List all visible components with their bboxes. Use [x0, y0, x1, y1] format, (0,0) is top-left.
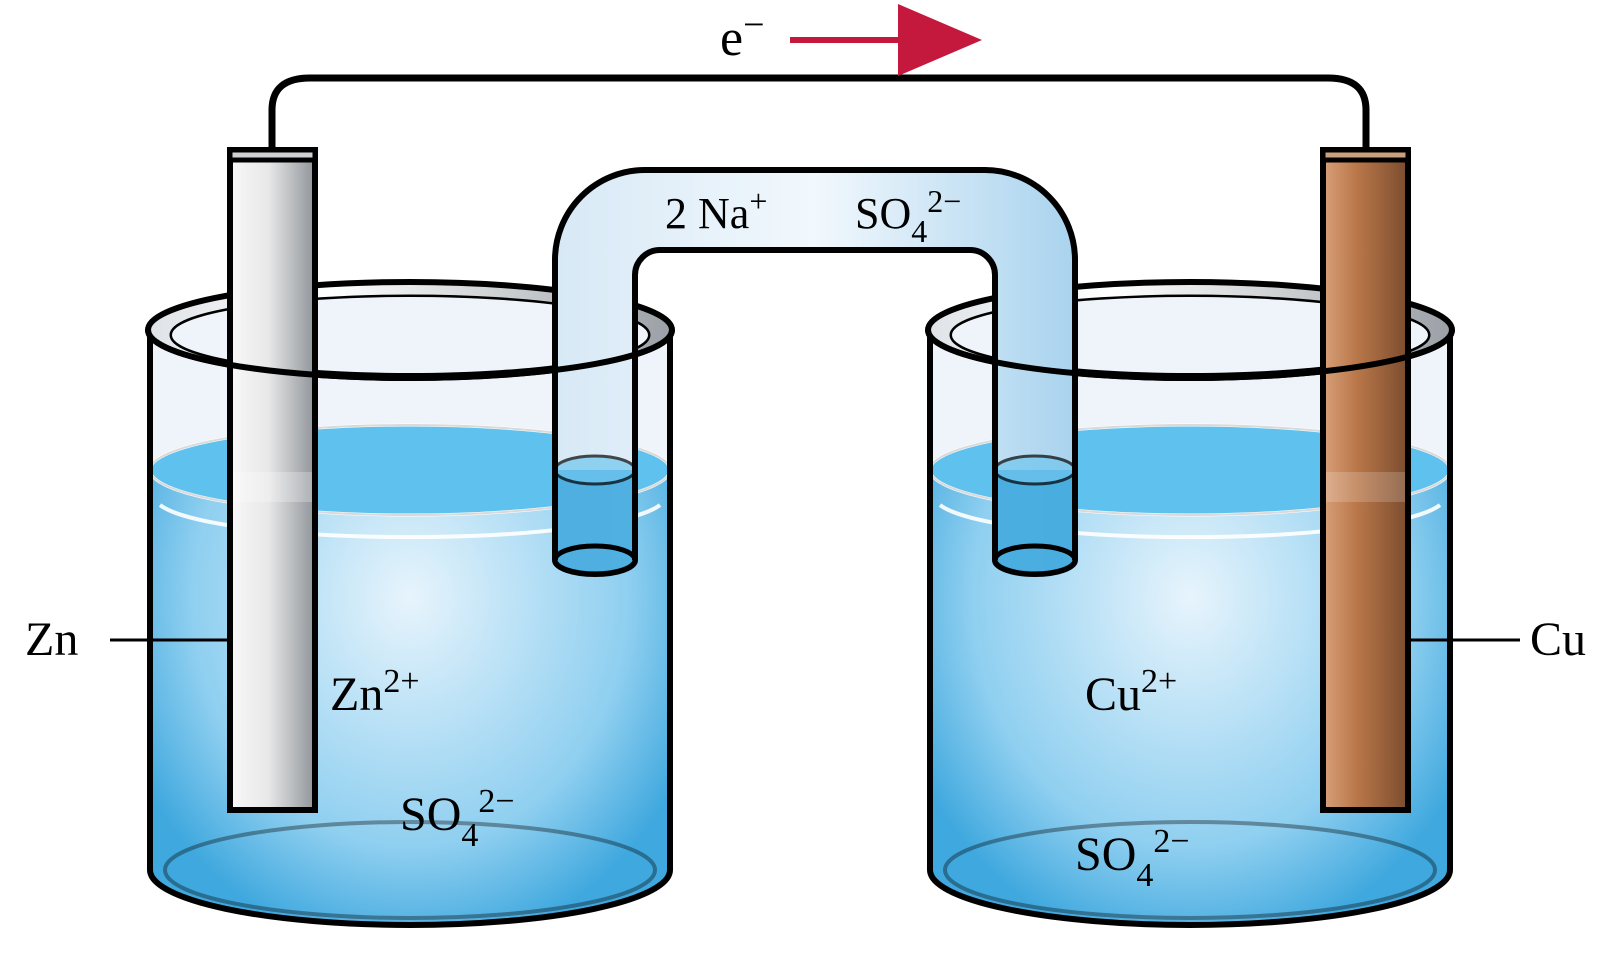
wire: [272, 78, 1366, 152]
electron-symbol: e: [720, 10, 743, 67]
zinc-electrode: [230, 150, 315, 810]
copper-electrode: [1323, 150, 1408, 810]
electron-super: −: [743, 4, 764, 46]
electron-flow: e−: [720, 4, 970, 67]
svg-text:e−: e−: [720, 4, 765, 67]
cu-label: Cu: [1530, 613, 1586, 666]
galvanic-cell-diagram: e−: [0, 0, 1600, 978]
zn-label: Zn: [25, 613, 78, 666]
salt-bridge: [555, 170, 1075, 574]
